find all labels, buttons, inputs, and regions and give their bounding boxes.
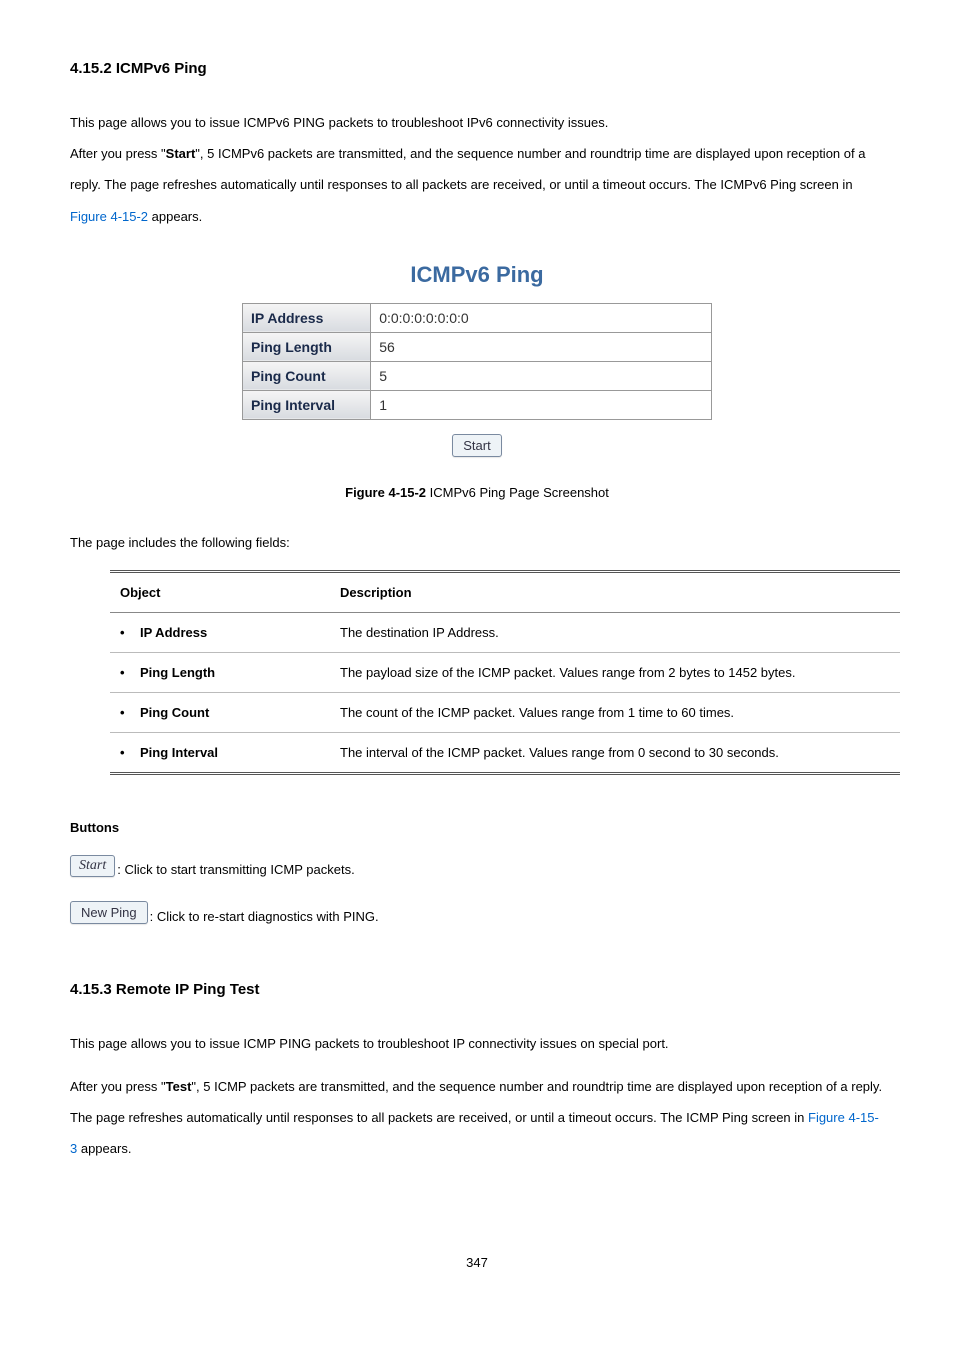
buttons-section: Buttons Start: Click to start transmitti… <box>70 820 884 926</box>
s2-para2-d: appears. <box>77 1141 131 1156</box>
buttons-heading: Buttons <box>70 820 884 835</box>
param-label-interval: Ping Interval <box>243 390 371 419</box>
bullet-icon: • <box>120 705 140 720</box>
param-value-count[interactable]: 5 <box>371 361 712 390</box>
field-row-ip: •IP Address The destination IP Address. <box>110 612 900 652</box>
section-heading-2: 4.15.3 Remote IP Ping Test <box>70 981 884 998</box>
param-table: IP Address 0:0:0:0:0:0:0:0 Ping Length 5… <box>242 303 712 420</box>
fields-intro: The page includes the following fields: <box>70 535 884 550</box>
field-row-count: •Ping Count The count of the ICMP packet… <box>110 692 900 732</box>
field-row-interval: •Ping Interval The interval of the ICMP … <box>110 732 900 773</box>
param-value-interval[interactable]: 1 <box>371 390 712 419</box>
figure-caption: Figure 4-15-2 ICMPv6 Ping Page Screensho… <box>70 485 884 500</box>
figure-link-1: Figure 4-15-2 <box>70 209 148 224</box>
figure-title: ICMPv6 Ping <box>70 262 884 288</box>
section-heading-1: 4.15.2 ICMPv6 Ping <box>70 60 884 77</box>
intro-paragraph-2: After you press "Start", 5 ICMPv6 packet… <box>70 138 884 232</box>
para2-part-a: After you press " <box>70 146 166 161</box>
caption-fig-num: Figure 4-15-2 <box>345 485 426 500</box>
field-row-length: •Ping Length The payload size of the ICM… <box>110 652 900 692</box>
param-value-length[interactable]: 56 <box>371 332 712 361</box>
s2-para2-test-word: Test <box>166 1079 192 1094</box>
s2-para2-a: After you press " <box>70 1079 166 1094</box>
param-value-ip[interactable]: 0:0:0:0:0:0:0:0 <box>371 303 712 332</box>
param-row-length: Ping Length 56 <box>243 332 712 361</box>
figure-block: ICMPv6 Ping IP Address 0:0:0:0:0:0:0:0 P… <box>70 262 884 500</box>
intro-paragraph-1: This page allows you to issue ICMPv6 PIN… <box>70 107 884 138</box>
field-name-count: Ping Count <box>140 705 209 720</box>
field-desc-length: The payload size of the ICMP packet. Val… <box>330 652 900 692</box>
param-label-count: Ping Count <box>243 361 371 390</box>
fields-table: Object Description •IP Address The desti… <box>110 570 900 775</box>
newping-button-desc: : Click to re-start diagnostics with PIN… <box>150 909 379 924</box>
s2-para2-c: ", 5 ICMP packets are transmitted, and t… <box>70 1079 882 1125</box>
param-label-length: Ping Length <box>243 332 371 361</box>
field-name-length: Ping Length <box>140 665 215 680</box>
fields-header-object: Object <box>110 571 330 612</box>
fields-header-desc: Description <box>330 571 900 612</box>
bullet-icon: • <box>120 745 140 760</box>
section2-para1: This page allows you to issue ICMP PING … <box>70 1028 884 1059</box>
field-desc-interval: The interval of the ICMP packet. Values … <box>330 732 900 773</box>
start-button-desc: : Click to start transmitting ICMP packe… <box>117 862 354 877</box>
page-number: 347 <box>70 1255 884 1270</box>
caption-text: ICMPv6 Ping Page Screenshot <box>426 485 609 500</box>
start-button-inline[interactable]: Start <box>70 855 115 877</box>
param-row-count: Ping Count 5 <box>243 361 712 390</box>
section2-para2: After you press "Test", 5 ICMP packets a… <box>70 1071 884 1165</box>
param-row-ip: IP Address 0:0:0:0:0:0:0:0 <box>243 303 712 332</box>
para2-part-d: appears. <box>148 209 202 224</box>
bullet-icon: • <box>120 665 140 680</box>
field-desc-count: The count of the ICMP packet. Values ran… <box>330 692 900 732</box>
field-name-interval: Ping Interval <box>140 745 218 760</box>
bullet-icon: • <box>120 625 140 640</box>
param-label-ip: IP Address <box>243 303 371 332</box>
start-button-row: Start: Click to start transmitting ICMP … <box>70 855 884 879</box>
field-name-ip: IP Address <box>140 625 207 640</box>
newping-button-inline[interactable]: New Ping <box>70 901 148 924</box>
field-desc-ip: The destination IP Address. <box>330 612 900 652</box>
para2-start-word: Start <box>166 146 196 161</box>
param-row-interval: Ping Interval 1 <box>243 390 712 419</box>
newping-button-row: New Ping: Click to re-start diagnostics … <box>70 901 884 926</box>
start-button[interactable]: Start <box>452 434 501 457</box>
